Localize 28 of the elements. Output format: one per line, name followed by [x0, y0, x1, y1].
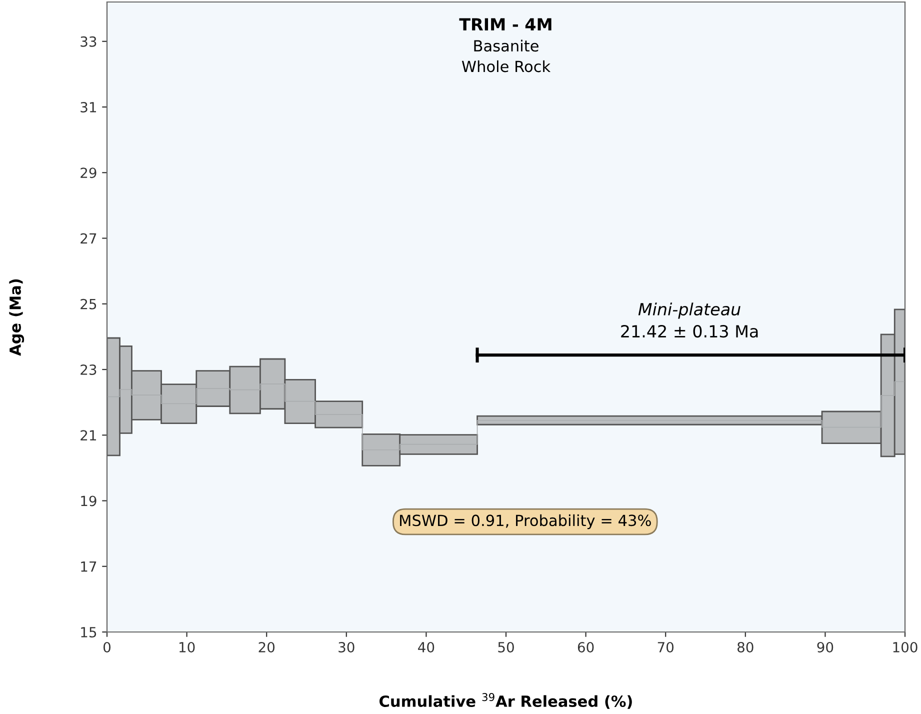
x-tick-label: 90 — [817, 642, 834, 652]
x-tick-label: 50 — [498, 642, 514, 652]
y-tick-label: 33 — [80, 36, 96, 47]
x-tick-label: 30 — [338, 642, 354, 652]
x-tick-label: 10 — [179, 642, 195, 652]
y-tick-label: 25 — [80, 298, 96, 310]
y-tick-label: 27 — [80, 233, 96, 244]
x-tick-label: 40 — [418, 642, 434, 652]
x-tick-label: 0 — [103, 642, 110, 652]
y-tick-label: 15 — [81, 627, 96, 638]
y-tick-label: 17 — [81, 562, 96, 572]
y-axis-title: Age (Ma) — [9, 279, 24, 356]
text: Basanite Whole Rock — [462, 40, 551, 72]
x-tick-label: 100 — [893, 642, 918, 652]
text: TRIM - 4M — [459, 18, 552, 30]
annotation: Mini-plateau — [638, 302, 740, 319]
x-tick-label: 80 — [738, 642, 754, 652]
annotation: MSWD = 0.91, Probability = 43% — [400, 514, 651, 530]
x-axis-title: Cumulative $^{39}$Ar Released (%) — [380, 693, 632, 709]
x-tick-label: 60 — [578, 642, 594, 652]
y-tick-label: 29 — [80, 168, 96, 178]
annotation: 21.42 ± 0.13 Ma — [621, 324, 758, 338]
y-tick-label: 23 — [80, 364, 96, 375]
x-tick-label: 70 — [658, 642, 674, 652]
y-tick-label: 31 — [80, 102, 96, 112]
x-tick-label: 20 — [258, 642, 275, 652]
y-tick-label: 21 — [80, 430, 96, 440]
y-tick-label: 19 — [81, 496, 96, 506]
